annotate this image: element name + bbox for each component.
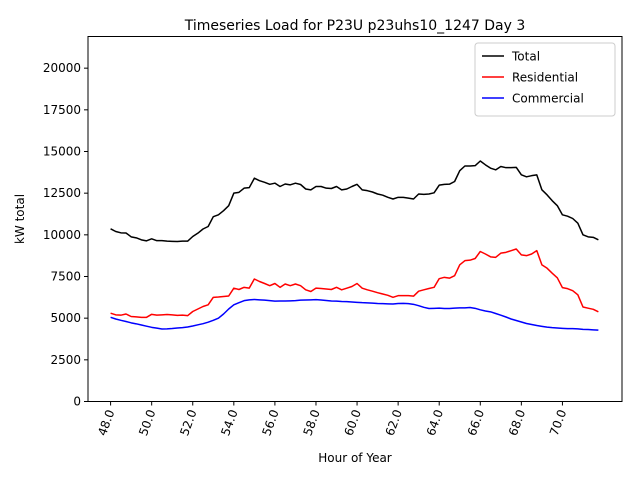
y-axis-label: kW total [13, 194, 27, 244]
y-tick-label: 10000 [43, 228, 81, 242]
x-tick-label: 50.0 [136, 408, 158, 438]
chart-title: Timeseries Load for P23U p23uhs10_1247 D… [184, 18, 526, 34]
x-tick-label: 60.0 [342, 408, 364, 438]
x-tick-label: 58.0 [301, 408, 323, 438]
y-tick-label: 17500 [43, 103, 81, 117]
y-tick-label: 0 [73, 395, 81, 409]
x-tick-label: 52.0 [177, 408, 199, 438]
legend-box [474, 42, 616, 117]
series-line-total [110, 160, 599, 243]
series-lines [110, 160, 599, 331]
x-tick-label: 66.0 [465, 408, 487, 438]
series-line-commercial [110, 298, 599, 331]
x-axis-label: Hour of Year [318, 451, 392, 465]
legend-entries: Total Residential Commercial [482, 50, 584, 106]
x-tick-label: 56.0 [259, 408, 281, 438]
x-tick-label: 54.0 [218, 408, 240, 438]
x-tick-label: 48.0 [95, 408, 117, 438]
y-tick-label: 20000 [43, 61, 81, 75]
legend-label-residential: Residential [512, 71, 578, 85]
y-tick-label: 2500 [50, 353, 81, 367]
x-axis: 48.0 50.0 52.0 54.0 56.0 58.0 60.0 62.0 64.0 66.0… [95, 401, 569, 438]
y-tick-label: 12500 [43, 186, 81, 200]
series-line-residential [110, 248, 599, 319]
legend: Total Residential Commercial [474, 42, 616, 117]
legend-label-total: Total [511, 50, 540, 64]
legend-label-commercial: Commercial [512, 92, 584, 106]
y-tick-label: 5000 [50, 311, 81, 325]
x-tick-label: 64.0 [424, 408, 446, 438]
y-tick-label: 7500 [50, 270, 81, 284]
y-axis: 0 2500 5000 7500 10000 12500 15000 17500 20000 [43, 61, 88, 409]
plot-frame [87, 36, 623, 402]
x-tick-label: 62.0 [383, 408, 405, 438]
x-tick-label: 70.0 [547, 408, 569, 438]
x-tick-label: 68.0 [506, 408, 528, 438]
y-tick-label: 15000 [43, 145, 81, 159]
